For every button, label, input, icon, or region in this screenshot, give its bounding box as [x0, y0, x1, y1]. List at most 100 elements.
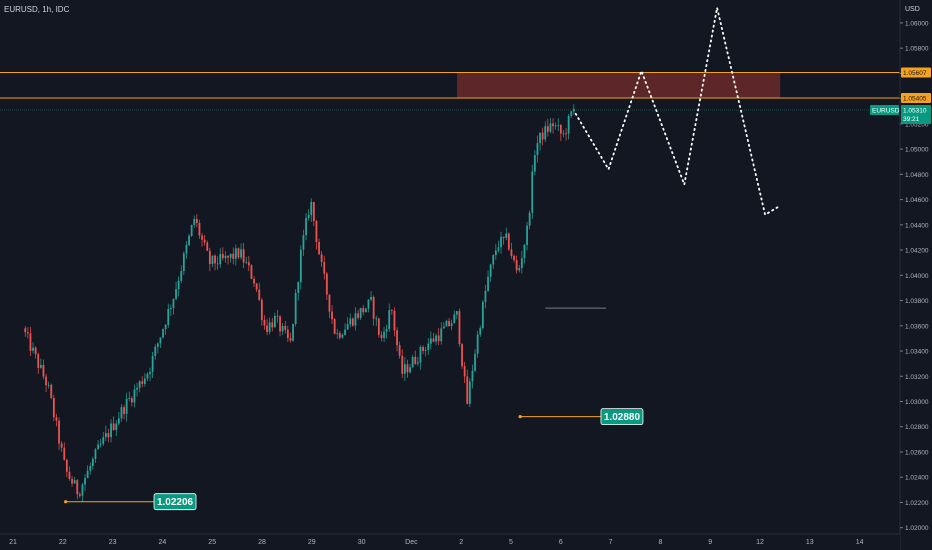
level-tag-label-2: 1.05405	[903, 96, 927, 103]
candle-body-121	[338, 333, 341, 338]
x-tick-label-12: 7	[609, 539, 613, 546]
candle-body-0	[24, 328, 27, 333]
candle-body-16	[65, 459, 68, 472]
candle-body-142	[393, 310, 396, 331]
candle-body-122	[341, 334, 344, 338]
candle-body-103	[292, 323, 294, 341]
candle-body-114	[320, 254, 323, 262]
candle-body-92	[263, 319, 266, 326]
y-tick-label-7: 1.03400	[905, 349, 929, 356]
candle-body-136	[377, 318, 380, 335]
candle-body-210	[570, 111, 573, 116]
candle-body-141	[390, 310, 393, 312]
candle-body-192	[523, 244, 526, 259]
candle-body-127	[354, 313, 357, 326]
candle-body-156	[429, 338, 432, 344]
candle-body-79	[229, 253, 232, 258]
candle-body-80	[232, 253, 235, 259]
candle-body-83	[240, 249, 242, 258]
candle-body-57	[172, 298, 175, 309]
horizontal-levels-layer	[0, 72, 900, 309]
price-axis[interactable]: 1.02000 1.02200 1.02400 1.02600 1.02800 1.030…	[870, 0, 932, 550]
time-axis[interactable]: 21 22 23 24 25 28 29 30 Dec 2 5 6 7 8 9 12 13 14	[0, 533, 900, 550]
candle-body-105	[297, 282, 300, 294]
candle-body-66	[195, 218, 198, 224]
candle-body-182	[497, 247, 500, 251]
candle-body-148	[409, 367, 411, 373]
candle-body-69	[203, 239, 206, 243]
candle-body-53	[162, 329, 164, 338]
candle-body-178	[487, 276, 489, 291]
time-axis-background	[0, 534, 900, 550]
candle-body-48	[149, 371, 151, 374]
countdown-label: 39:21	[903, 116, 920, 123]
candle-body-4	[34, 347, 37, 355]
candle-body-193	[526, 225, 528, 245]
candle-body-152	[419, 346, 422, 363]
candle-body-27	[94, 449, 97, 459]
y-tick-label-4: 1.02800	[905, 424, 929, 431]
x-tick-label-14: 9	[708, 539, 712, 546]
y-tick-label-0: 1.02000	[905, 525, 929, 532]
candle-body-81	[234, 248, 237, 259]
candle-body-200	[544, 126, 547, 140]
candle-body-108	[305, 217, 307, 236]
candle-body-72	[211, 255, 214, 264]
candle-body-207	[562, 133, 565, 135]
candle-body-88	[253, 278, 255, 284]
candle-body-67	[198, 223, 201, 236]
x-tick-label-6: 29	[308, 539, 316, 546]
swing-low-label-1: 1.02206	[157, 497, 194, 508]
candle-body-54	[164, 324, 167, 330]
candle-body-160	[440, 328, 443, 342]
symbol-tag-label: EURUSD	[872, 108, 900, 115]
candle-body-102	[289, 338, 292, 341]
candle-body-76	[221, 254, 224, 259]
y-tick-label-11: 1.04200	[905, 248, 929, 255]
y-tick-label-19: 1.05800	[905, 46, 929, 53]
candle-body-186	[507, 233, 510, 250]
swing-lows-layer: 1.02206 1.02880	[64, 408, 644, 511]
candle-body-144	[398, 345, 401, 356]
price-axis-background	[900, 0, 932, 550]
x-tick-label-13: 8	[658, 539, 662, 546]
candle-body-84	[242, 249, 245, 263]
candle-body-25	[89, 466, 92, 471]
candle-body-95	[271, 322, 274, 328]
candle-body-164	[450, 323, 453, 326]
candle-body-166	[455, 311, 458, 315]
candle-body-36	[117, 418, 120, 424]
x-tick-label-10: 5	[509, 539, 513, 546]
swing-low-tag-1	[153, 493, 197, 511]
candle-body-185	[505, 233, 508, 239]
candle-body-123	[344, 329, 346, 335]
candle-body-145	[401, 355, 404, 374]
candle-body-24	[86, 470, 89, 479]
candle-body-44	[138, 381, 141, 388]
current-price-label: 1.05310	[903, 108, 927, 115]
candle-body-183	[500, 236, 502, 248]
x-tick-label-8: Dec	[405, 539, 418, 546]
candle-body-64	[190, 224, 193, 236]
candle-body-133	[370, 297, 372, 300]
candle-body-198	[539, 132, 541, 144]
candle-body-77	[224, 255, 227, 259]
y-tick-label-15: 1.05000	[905, 147, 929, 154]
candle-body-147	[406, 364, 409, 373]
candle-body-194	[528, 212, 531, 226]
candle-body-100	[284, 326, 287, 330]
x-tick-label-17: 14	[856, 539, 864, 546]
candle-body-91	[260, 299, 263, 320]
candle-body-190	[518, 268, 521, 271]
symbol-tag	[870, 105, 899, 115]
projection-path	[574, 7, 779, 217]
candle-body-134	[372, 297, 375, 319]
candle-body-31	[104, 433, 107, 438]
candle-body-29	[99, 443, 102, 445]
candle-body-126	[351, 318, 354, 326]
y-tick-label-16: 1.05200	[905, 121, 929, 128]
candle-body-115	[323, 261, 326, 274]
candles-layer	[24, 104, 575, 502]
x-tick-label-2: 23	[109, 539, 117, 546]
